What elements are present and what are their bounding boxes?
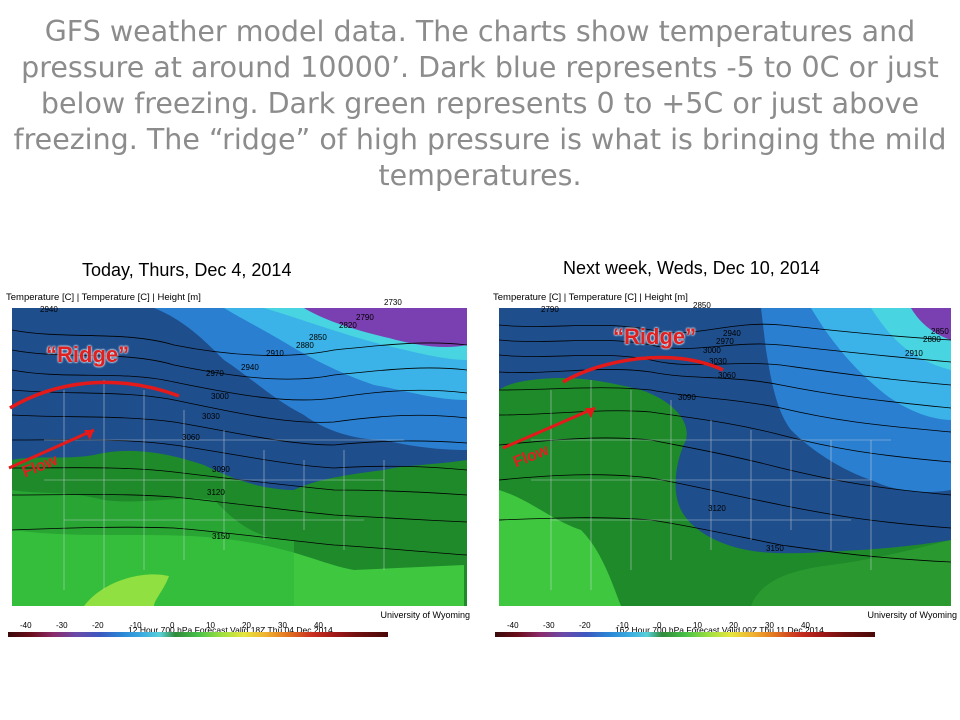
height-label: 2850 <box>309 333 327 342</box>
headline-text: GFS weather model data. The charts show … <box>13 15 947 192</box>
right-color-scale: -40 -30 -20 -10 0 10 20 30 40 162 Hour 7… <box>495 621 875 640</box>
height-label: 2730 <box>384 298 402 307</box>
height-label: 3150 <box>212 532 230 541</box>
height-label: 3000 <box>211 392 229 401</box>
right-color-strip <box>495 632 875 637</box>
scale-tick: 40 <box>314 621 323 630</box>
flow-arrowhead <box>585 408 595 418</box>
left-map-graphic: 2730 2850 2880 2910 2940 2970 3000 3030 … <box>8 298 468 606</box>
left-forecast-label: 12 Hour 700 hPa Forecast Valid 18Z Thu 0… <box>128 625 333 635</box>
height-label: 2940 <box>40 305 58 314</box>
left-color-strip <box>8 632 388 637</box>
height-label: 3030 <box>709 357 727 366</box>
right-forecast-label: 162 Hour 700 hPa Forecast Valid 00Z Thu … <box>615 625 824 635</box>
height-label: 3120 <box>207 488 225 497</box>
scale-tick: 30 <box>765 621 774 630</box>
right-map-graphic: 2790 2850 2940 2970 3000 3030 3060 3090 … <box>498 301 952 606</box>
right-map-header: Temperature [C] | Temperature [C] | Heig… <box>493 292 688 303</box>
height-label: 2790 <box>541 305 559 314</box>
scale-tick: 20 <box>242 621 251 630</box>
scale-tick: -30 <box>56 621 68 630</box>
left-source-credit: University of Wyoming <box>380 610 470 620</box>
height-label: 3000 <box>703 346 721 355</box>
flow-arrow <box>8 428 95 470</box>
left-map-header: Temperature [C] | Temperature [C] | Heig… <box>6 292 201 303</box>
height-label: 2880 <box>923 335 941 344</box>
flow-arrow <box>502 406 596 450</box>
height-label: 2820 <box>339 321 357 330</box>
scale-tick: 0 <box>170 621 175 630</box>
height-label: 2940 <box>241 363 259 372</box>
height-label: 2850 <box>931 327 949 336</box>
right-source-credit: University of Wyoming <box>867 610 957 620</box>
height-label: 3090 <box>212 465 230 474</box>
height-label: 3060 <box>718 371 736 380</box>
height-label: 3150 <box>766 544 784 553</box>
height-label: 2880 <box>296 341 314 350</box>
scale-tick: 0 <box>657 621 662 630</box>
right-map-caption: Next week, Weds, Dec 10, 2014 <box>563 258 820 278</box>
scale-tick: -40 <box>507 621 519 630</box>
height-label: 3090 <box>678 393 696 402</box>
height-label: 2910 <box>266 349 284 358</box>
left-ridge-label: “Ridge” <box>46 342 130 367</box>
height-label: 3060 <box>182 433 200 442</box>
scale-tick: -30 <box>543 621 555 630</box>
scale-tick: -20 <box>92 621 104 630</box>
scale-tick: -20 <box>579 621 591 630</box>
left-map-caption: Today, Thurs, Dec 4, 2014 <box>82 260 292 280</box>
flow-arrowhead <box>84 430 94 440</box>
right-weather-map: 2790 2850 2940 2970 3000 3030 3060 3090 … <box>491 290 960 640</box>
scale-tick: -40 <box>20 621 32 630</box>
height-label: 2970 <box>206 369 224 378</box>
right-ridge-label: “Ridge” <box>613 324 697 349</box>
height-label: 2790 <box>356 313 374 322</box>
scale-tick: 10 <box>206 621 215 630</box>
height-label: 2970 <box>716 337 734 346</box>
height-label: 3030 <box>202 412 220 421</box>
height-label: 2910 <box>905 349 923 358</box>
scale-tick: 30 <box>278 621 287 630</box>
ridge-line <box>562 355 724 384</box>
scale-tick: -10 <box>130 621 142 630</box>
height-label: 2940 <box>723 329 741 338</box>
height-label: 3120 <box>708 504 726 513</box>
scale-tick: 10 <box>693 621 702 630</box>
left-weather-map: 2730 2850 2880 2910 2940 2970 3000 3030 … <box>4 290 474 640</box>
left-color-scale: -40 -30 -20 -10 0 10 20 30 40 12 Hour 70… <box>8 621 388 640</box>
scale-tick: -10 <box>617 621 629 630</box>
scale-tick: 20 <box>729 621 738 630</box>
ridge-line <box>9 380 180 410</box>
scale-tick: 40 <box>801 621 810 630</box>
height-label: 2850 <box>693 301 711 310</box>
